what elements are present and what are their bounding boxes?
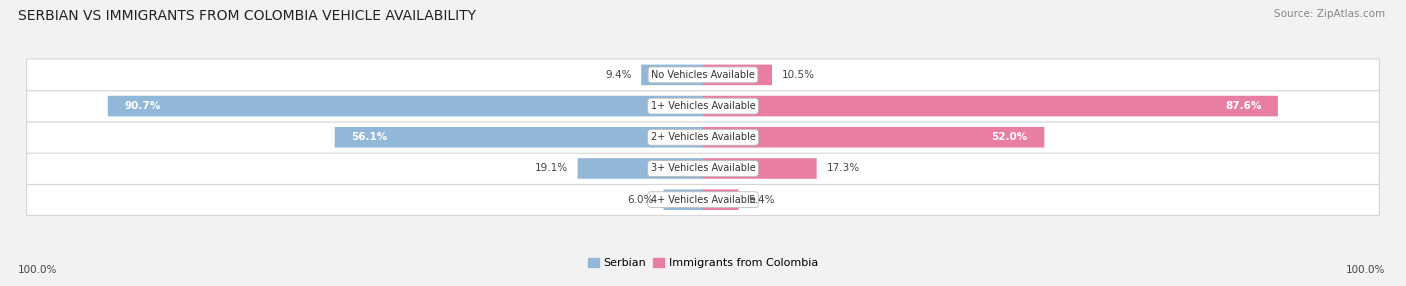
Text: 17.3%: 17.3%	[827, 164, 859, 174]
FancyBboxPatch shape	[703, 158, 817, 179]
FancyBboxPatch shape	[703, 96, 1278, 116]
Text: 3+ Vehicles Available: 3+ Vehicles Available	[651, 164, 755, 174]
Text: 5.4%: 5.4%	[748, 195, 775, 205]
Text: No Vehicles Available: No Vehicles Available	[651, 70, 755, 80]
Text: 9.4%: 9.4%	[605, 70, 631, 80]
FancyBboxPatch shape	[108, 96, 703, 116]
FancyBboxPatch shape	[578, 158, 703, 179]
Text: 4+ Vehicles Available: 4+ Vehicles Available	[651, 195, 755, 205]
Text: 56.1%: 56.1%	[352, 132, 388, 142]
Text: 10.5%: 10.5%	[782, 70, 814, 80]
FancyBboxPatch shape	[703, 127, 1045, 148]
Text: 6.0%: 6.0%	[627, 195, 654, 205]
Text: 2+ Vehicles Available: 2+ Vehicles Available	[651, 132, 755, 142]
FancyBboxPatch shape	[664, 189, 703, 210]
Text: 90.7%: 90.7%	[124, 101, 160, 111]
Text: 19.1%: 19.1%	[534, 164, 568, 174]
Text: 87.6%: 87.6%	[1225, 101, 1261, 111]
Text: 52.0%: 52.0%	[991, 132, 1028, 142]
FancyBboxPatch shape	[27, 152, 1379, 184]
FancyBboxPatch shape	[703, 65, 772, 85]
FancyBboxPatch shape	[335, 127, 703, 148]
FancyBboxPatch shape	[641, 65, 703, 85]
Text: 1+ Vehicles Available: 1+ Vehicles Available	[651, 101, 755, 111]
FancyBboxPatch shape	[27, 59, 1379, 91]
FancyBboxPatch shape	[703, 189, 738, 210]
Legend: Serbian, Immigrants from Colombia: Serbian, Immigrants from Colombia	[583, 253, 823, 273]
FancyBboxPatch shape	[27, 90, 1379, 122]
FancyBboxPatch shape	[27, 184, 1379, 216]
Text: Source: ZipAtlas.com: Source: ZipAtlas.com	[1274, 9, 1385, 19]
FancyBboxPatch shape	[27, 121, 1379, 153]
Text: 100.0%: 100.0%	[18, 265, 58, 275]
Text: 100.0%: 100.0%	[1346, 265, 1385, 275]
Text: SERBIAN VS IMMIGRANTS FROM COLOMBIA VEHICLE AVAILABILITY: SERBIAN VS IMMIGRANTS FROM COLOMBIA VEHI…	[18, 9, 477, 23]
